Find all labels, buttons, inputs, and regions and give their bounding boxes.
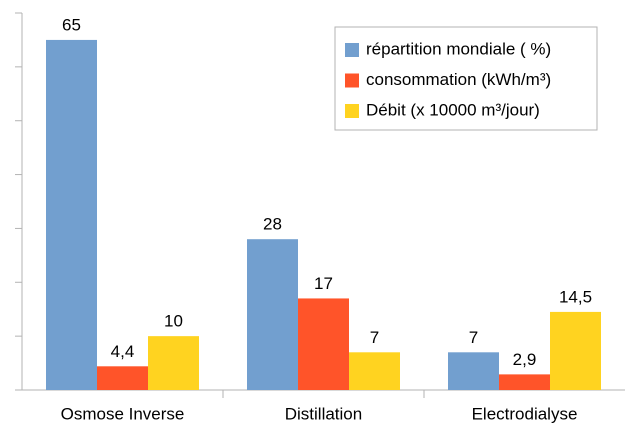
legend-swatch [345,104,359,118]
value-label: 65 [62,15,81,34]
value-label: 4,4 [111,342,135,361]
x-tick-label: Distillation [285,404,362,423]
x-tick-label: Electrodialyse [472,404,578,423]
bar [349,352,400,390]
bar [448,352,499,390]
legend-label: consommation (kWh/m³) [366,70,551,89]
legend-label: Débit (x 10000 m³/jour) [366,100,540,119]
legend-swatch [345,43,359,57]
value-label: 7 [469,328,478,347]
bar [499,374,550,390]
legend-label: répartition mondiale ( %) [366,39,551,58]
value-label: 28 [263,215,282,234]
value-label: 14,5 [559,287,592,306]
bar [247,239,298,390]
value-label: 2,9 [513,350,537,369]
value-label: 7 [370,328,379,347]
value-label: 10 [164,312,183,331]
bar [97,366,148,390]
x-tick-label: Osmose Inverse [61,404,185,423]
bar [46,39,97,391]
value-label: 17 [314,274,333,293]
legend-swatch [345,73,359,88]
legend-box [334,26,598,131]
bar [550,311,601,390]
bar [148,336,199,390]
bar [298,298,349,390]
